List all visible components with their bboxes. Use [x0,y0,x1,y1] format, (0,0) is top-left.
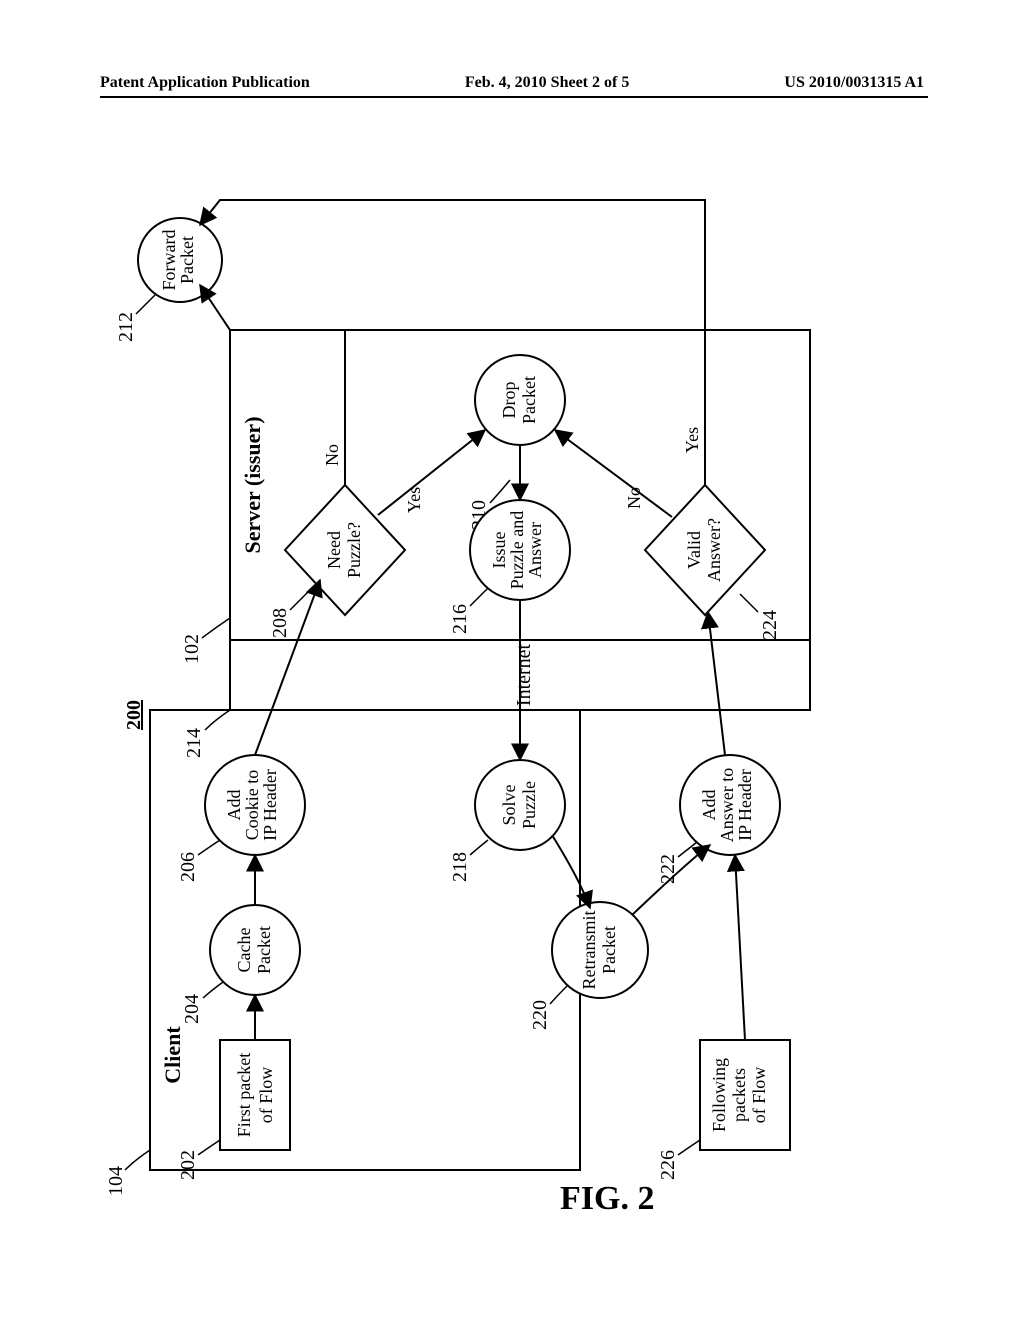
ref-226: 226 [657,1150,679,1180]
need-puzzle-node: Need Puzzle? [285,485,405,615]
svg-text:Valid: Valid [684,531,704,569]
ref-204: 204 [181,994,203,1024]
client-title: Client [160,1026,185,1084]
ref-218: 218 [449,852,471,882]
ref-104: 104 [105,1166,127,1196]
forward-packet-l2: Packet [177,236,197,284]
internet-label: Internet [513,643,535,706]
cache-packet-l1: Cache [234,928,254,973]
forward-packet-l1: Forward [159,230,179,291]
edge-224-no-210 [555,430,672,517]
first-packet-node [220,1040,290,1150]
following-l1: Following [709,1058,729,1132]
ref-216: 216 [449,604,471,634]
issue-puzzle-l3: Answer [525,522,545,578]
label-no-2: No [624,487,644,509]
add-cookie-l2: Cookie to [242,770,262,841]
first-packet-l2: of Flow [256,1067,276,1124]
issue-puzzle-l1: Issue [489,531,509,568]
label-yes-2: Yes [682,427,702,453]
add-answer-l3: IP Header [735,769,755,841]
header-center: Feb. 4, 2010 Sheet 2 of 5 [465,74,629,92]
following-l3: of Flow [749,1067,769,1124]
retransmit-l2: Packet [599,926,619,974]
ref-220: 220 [529,1000,551,1030]
header-left: Patent Application Publication [100,74,310,92]
svg-text:Need: Need [324,531,344,569]
ref-214: 214 [183,728,205,758]
header-rule [100,96,928,98]
svg-text:Answer?: Answer? [704,518,724,582]
first-packet-l1: First packet [234,1053,254,1137]
add-cookie-l3: IP Header [260,769,280,841]
header-right: US 2010/0031315 A1 [784,74,924,92]
ref-208: 208 [269,608,291,638]
label-yes-1: Yes [404,487,424,513]
label-no-1: No [322,444,342,466]
cache-packet-l2: Packet [254,926,274,974]
edge-222-224 [708,612,725,755]
page-header: Patent Application Publication Feb. 4, 2… [100,74,924,92]
ref-200: 200 [123,700,145,730]
ref-222: 222 [657,854,679,884]
drop-packet-l1: Drop [499,382,519,419]
valid-answer-node: Valid Answer? [645,485,765,615]
edge-206-208 [255,580,320,755]
add-cookie-l1: Add [224,790,244,821]
page: Patent Application Publication Feb. 4, 2… [0,0,1024,1320]
server-title: Server (issuer) [240,416,265,553]
edge-218-220 [552,835,590,908]
solve-puzzle-l2: Puzzle [519,781,539,829]
solve-puzzle-l1: Solve [499,784,519,825]
edge-226-222 [735,855,745,1040]
issue-puzzle-l2: Puzzle and [507,511,527,589]
add-answer-l2: Answer to [717,768,737,843]
ref-206: 206 [177,852,199,882]
ref-224: 224 [759,610,781,640]
following-l2: packets [729,1068,749,1122]
figure-label: FIG. 2 [560,1180,654,1218]
ref-102: 102 [181,634,203,664]
add-answer-l1: Add [699,790,719,821]
drop-packet-l2: Packet [519,376,539,424]
flow-diagram: Client 104 Internet 214 200 Server (issu… [100,140,920,1200]
svg-text:Puzzle?: Puzzle? [344,522,364,578]
ref-212: 212 [115,312,137,342]
edge-224-yes-212 [200,200,705,485]
ref-202: 202 [177,1150,199,1180]
retransmit-l1: Retransmit [579,911,599,990]
